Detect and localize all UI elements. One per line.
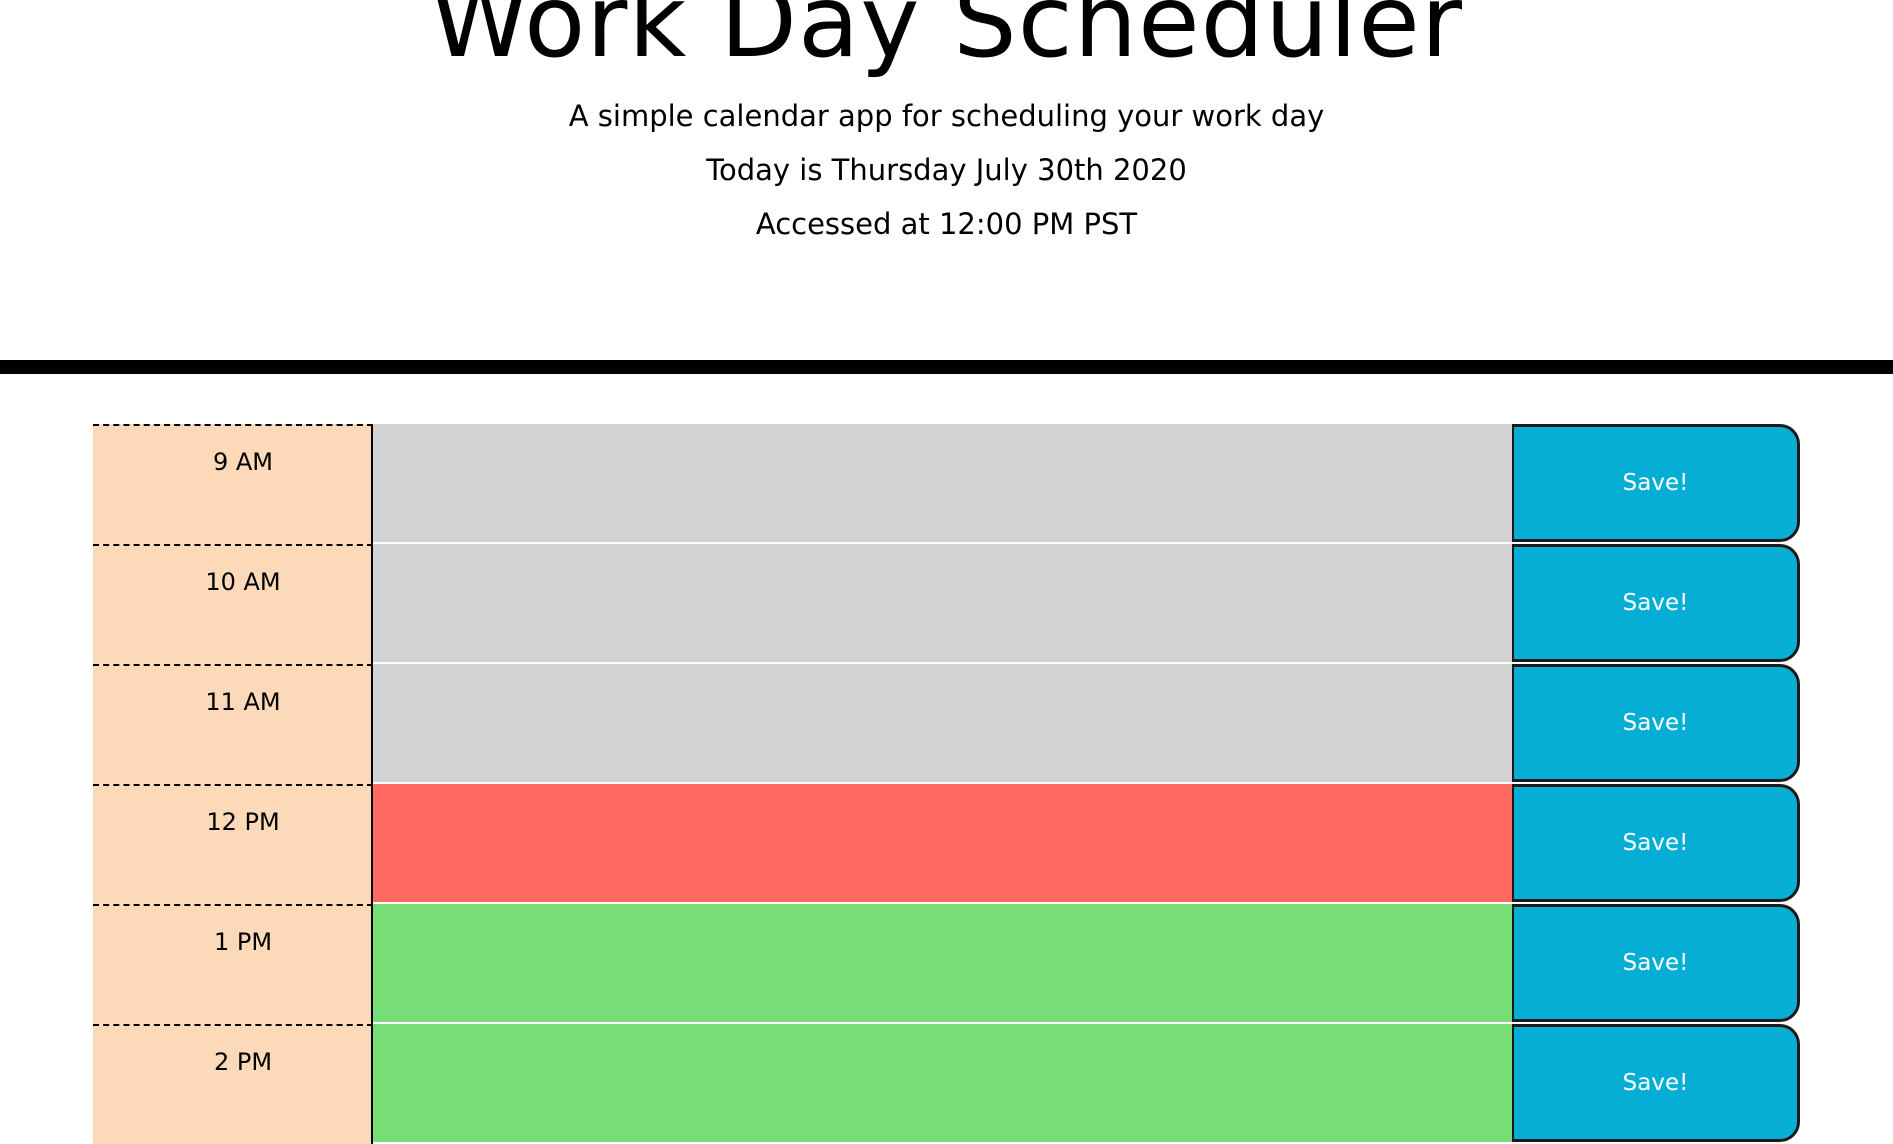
save-button[interactable]: Save! (1512, 664, 1800, 782)
schedule-container: 9 AM Save! 10 AM Save! 11 AM Save! 12 PM… (93, 424, 1803, 1144)
time-block-row: 1 PM Save! (93, 904, 1803, 1024)
hour-label: 2 PM (93, 1024, 373, 1144)
save-button[interactable]: Save! (1512, 424, 1800, 542)
current-date: Today is Thursday July 30th 2020 (706, 153, 1187, 187)
event-input[interactable] (373, 424, 1512, 544)
save-button[interactable]: Save! (1512, 904, 1800, 1022)
event-input[interactable] (373, 664, 1512, 784)
save-button[interactable]: Save! (1512, 544, 1800, 662)
page-title: Work Day Scheduler (430, 0, 1463, 80)
time-block-row: 11 AM Save! (93, 664, 1803, 784)
time-block-row: 10 AM Save! (93, 544, 1803, 664)
access-time: Accessed at 12:00 PM PST (755, 207, 1138, 241)
event-input[interactable] (373, 904, 1512, 1024)
hour-label: 11 AM (93, 664, 373, 784)
event-input[interactable] (373, 544, 1512, 664)
hour-label: 10 AM (93, 544, 373, 664)
event-input[interactable] (373, 1024, 1512, 1144)
save-button[interactable]: Save! (1512, 784, 1800, 902)
time-block-row: 9 AM Save! (93, 424, 1803, 544)
page-header: Work Day Scheduler A simple calendar app… (0, 0, 1893, 374)
save-button[interactable]: Save! (1512, 1024, 1800, 1142)
page-subtitle: A simple calendar app for scheduling you… (568, 99, 1325, 133)
hour-label: 12 PM (93, 784, 373, 904)
time-block-row: 12 PM Save! (93, 784, 1803, 904)
event-input[interactable] (373, 784, 1512, 904)
hour-label: 9 AM (93, 424, 373, 544)
time-block-row: 2 PM Save! (93, 1024, 1803, 1144)
hour-label: 1 PM (93, 904, 373, 1024)
